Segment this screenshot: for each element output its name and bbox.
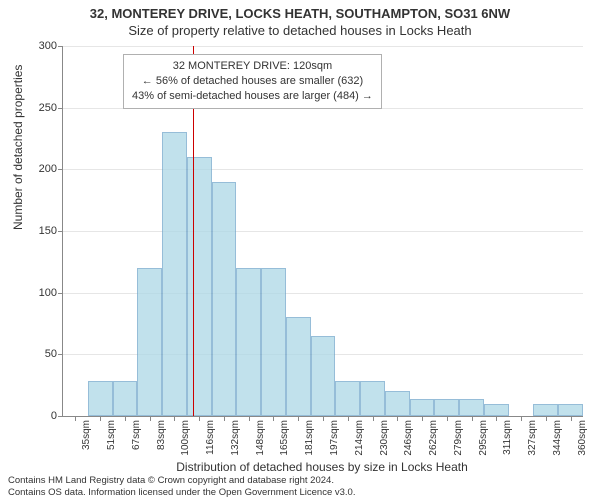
ytick-label: 150 xyxy=(39,225,63,237)
annotation-box: 32 MONTEREY DRIVE: 120sqm← 56% of detach… xyxy=(123,54,382,109)
bar xyxy=(459,399,484,416)
xtick-label: 165sqm xyxy=(279,420,290,456)
bar xyxy=(212,182,237,416)
y-axis-title: Number of detached properties xyxy=(11,65,25,230)
bar xyxy=(236,268,261,416)
xtick-mark xyxy=(273,416,274,421)
xtick-mark xyxy=(150,416,151,421)
xtick-mark xyxy=(447,416,448,421)
xtick-label: 51sqm xyxy=(106,420,117,450)
xtick-mark xyxy=(496,416,497,421)
bar xyxy=(113,381,138,416)
annotation-line: 43% of semi-detached houses are larger (… xyxy=(132,89,373,104)
xtick-label: 83sqm xyxy=(156,420,167,450)
bar xyxy=(484,404,509,416)
xtick-label: 311sqm xyxy=(502,420,513,455)
annotation-line: 32 MONTEREY DRIVE: 120sqm xyxy=(132,59,373,74)
bar xyxy=(360,381,385,416)
gridline xyxy=(63,169,583,170)
xtick-mark xyxy=(174,416,175,421)
xtick-mark xyxy=(249,416,250,421)
annotation-line: ← 56% of detached houses are smaller (63… xyxy=(132,74,373,89)
xtick-mark xyxy=(298,416,299,421)
ytick-label: 200 xyxy=(39,163,63,175)
xtick-mark xyxy=(323,416,324,421)
bar xyxy=(88,381,113,416)
xtick-mark xyxy=(546,416,547,421)
xtick-label: 262sqm xyxy=(428,420,439,456)
bar xyxy=(137,268,162,416)
xtick-label: 67sqm xyxy=(131,420,142,450)
bar xyxy=(261,268,286,416)
xtick-mark xyxy=(472,416,473,421)
footer-line1: Contains HM Land Registry data © Crown c… xyxy=(8,475,355,486)
ytick-label: 100 xyxy=(39,287,63,299)
xtick-label: 279sqm xyxy=(453,420,464,456)
xtick-label: 214sqm xyxy=(354,420,365,456)
ytick-label: 50 xyxy=(45,348,63,360)
xtick-label: 148sqm xyxy=(255,420,266,456)
xtick-label: 181sqm xyxy=(304,420,315,456)
bar xyxy=(558,404,583,416)
xtick-mark xyxy=(100,416,101,421)
xtick-label: 132sqm xyxy=(230,420,241,456)
xtick-mark xyxy=(397,416,398,421)
xtick-mark xyxy=(125,416,126,421)
plot-area: 05010015020025030035sqm51sqm67sqm83sqm10… xyxy=(62,46,583,417)
footer-attribution: Contains HM Land Registry data © Crown c… xyxy=(8,475,355,498)
bar xyxy=(533,404,558,416)
xtick-mark xyxy=(373,416,374,421)
xtick-label: 230sqm xyxy=(379,420,390,456)
ytick-label: 300 xyxy=(39,40,63,52)
xtick-label: 35sqm xyxy=(81,420,92,450)
xtick-mark xyxy=(521,416,522,421)
bar xyxy=(286,317,311,416)
bar xyxy=(385,391,410,416)
chart-title-line1: 32, MONTEREY DRIVE, LOCKS HEATH, SOUTHAM… xyxy=(0,0,600,21)
xtick-label: 344sqm xyxy=(552,420,563,456)
xtick-mark xyxy=(75,416,76,421)
bar xyxy=(162,132,187,416)
xtick-label: 116sqm xyxy=(205,420,216,455)
xtick-mark xyxy=(422,416,423,421)
xtick-mark xyxy=(348,416,349,421)
bar xyxy=(335,381,360,416)
chart-container: 32, MONTEREY DRIVE, LOCKS HEATH, SOUTHAM… xyxy=(0,0,600,500)
gridline xyxy=(63,46,583,47)
xtick-mark xyxy=(199,416,200,421)
chart-title-line2: Size of property relative to detached ho… xyxy=(0,21,600,38)
gridline xyxy=(63,231,583,232)
x-axis-title: Distribution of detached houses by size … xyxy=(62,460,582,474)
bar xyxy=(311,336,336,416)
xtick-label: 295sqm xyxy=(478,420,489,456)
bar xyxy=(410,399,435,416)
xtick-label: 100sqm xyxy=(180,420,191,456)
footer-line2: Contains OS data. Information licensed u… xyxy=(8,487,355,498)
xtick-mark xyxy=(224,416,225,421)
xtick-label: 327sqm xyxy=(527,420,538,456)
bar xyxy=(187,157,212,416)
xtick-label: 197sqm xyxy=(329,420,340,456)
ytick-label: 0 xyxy=(51,410,63,422)
xtick-label: 246sqm xyxy=(403,420,414,456)
bar xyxy=(434,399,459,416)
xtick-mark xyxy=(571,416,572,421)
ytick-label: 250 xyxy=(39,102,63,114)
xtick-label: 360sqm xyxy=(577,420,588,456)
